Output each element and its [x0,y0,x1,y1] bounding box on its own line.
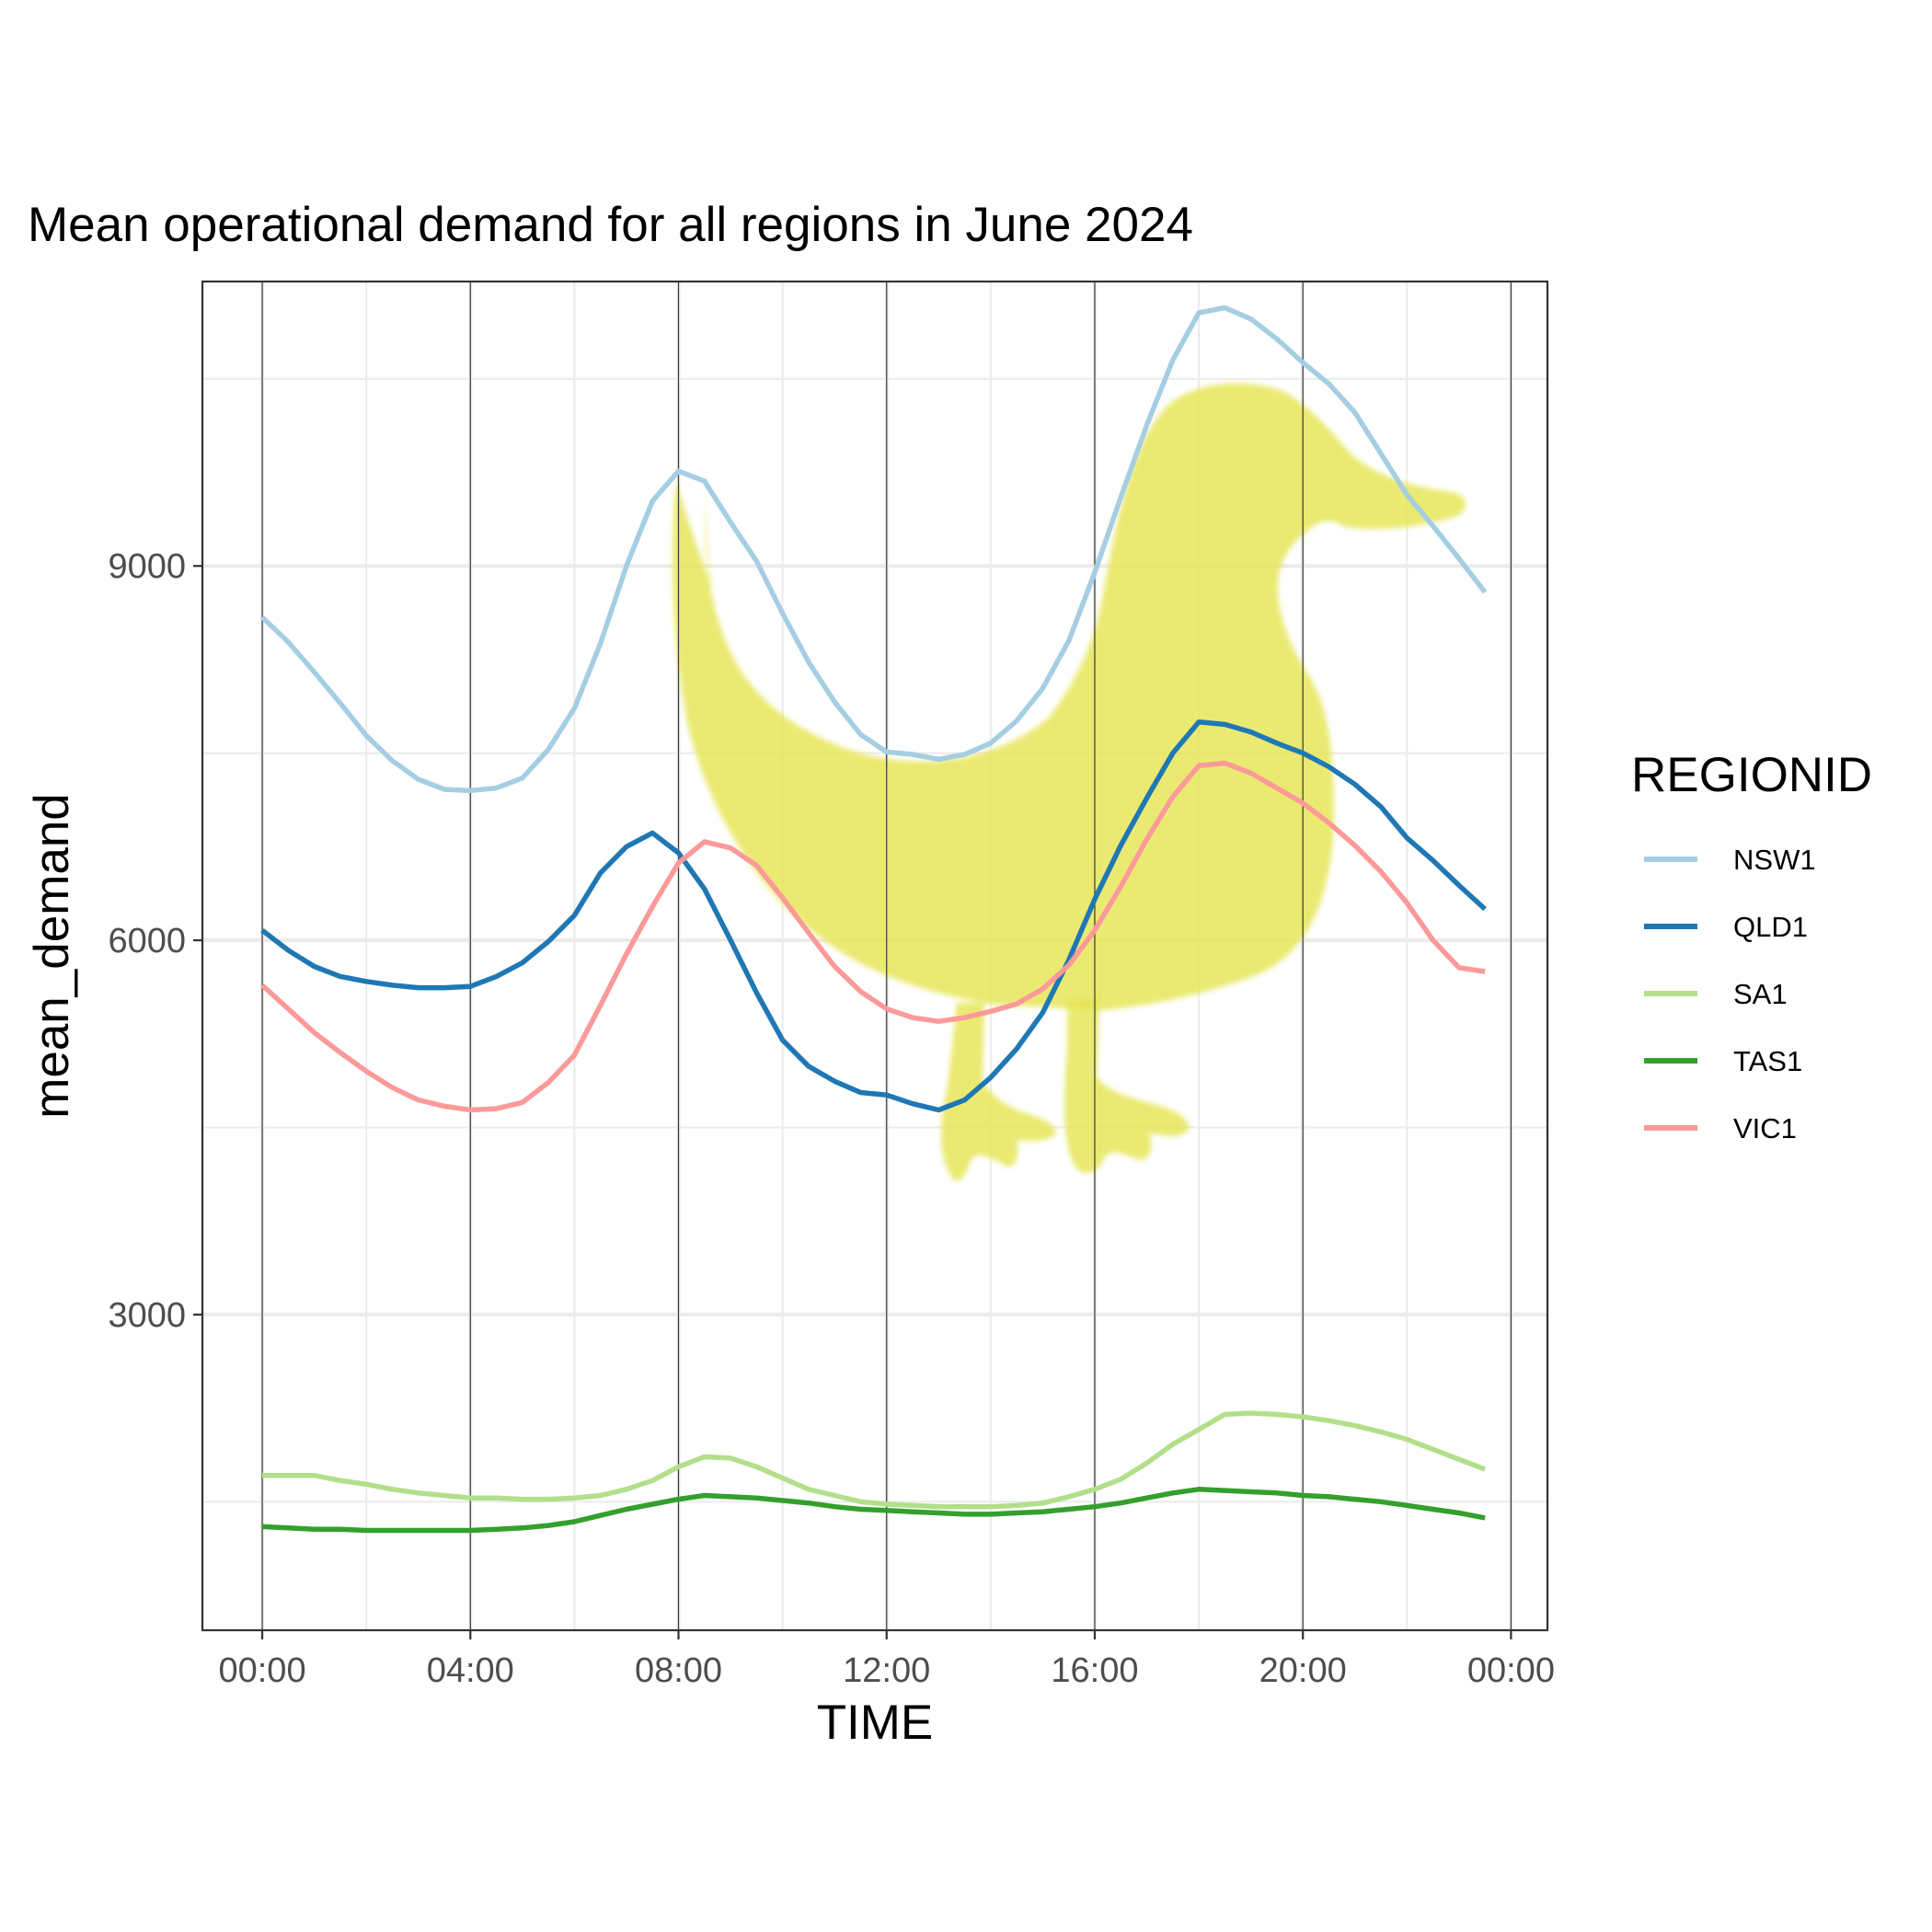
vertical-reference-lines [261,282,1512,1630]
legend: REGIONID NSW1 QLD1 SA1 TAS1 VIC1 [1631,748,1872,1144]
series-line-tas1 [261,1487,1486,1534]
y-axis-title: mean_demand [25,793,79,1119]
series-line-sa1 [262,1410,1487,1510]
x-tick-label: 00:00 [1467,1651,1555,1690]
series-line-qld1 [260,719,1487,1113]
chart-title: Mean operational demand for all regions … [28,198,1193,252]
legend-title: REGIONID [1631,748,1872,802]
x-tick-label: 12:00 [843,1651,930,1690]
y-tick-label: 3000 [108,1296,186,1335]
duck-silhouette [673,383,1466,1181]
y-tick-label: 6000 [108,922,186,960]
x-tick-label: 04:00 [427,1651,514,1690]
legend-label-tas1: TAS1 [1733,1045,1802,1077]
series-line-vic1 [260,760,1486,1113]
legend-label-sa1: SA1 [1733,978,1788,1010]
series-lines [260,305,1488,1534]
x-tick-label: 16:00 [1051,1651,1138,1690]
x-tick-label: 20:00 [1259,1651,1347,1690]
series-line-nsw1 [260,305,1488,794]
legend-label-vic1: VIC1 [1733,1112,1797,1144]
y-axis: 3000 6000 9000 [108,547,202,1335]
plot-panel [201,280,1549,1632]
y-tick-label: 9000 [108,547,186,586]
x-tick-label: 00:00 [218,1651,305,1690]
x-axis: 00:00 04:00 08:00 12:00 16:00 20:00 00:00 [218,1630,1555,1690]
legend-label-qld1: QLD1 [1733,911,1808,943]
x-tick-label: 08:00 [635,1651,722,1690]
legend-label-nsw1: NSW1 [1733,844,1816,876]
x-axis-title: TIME [817,1696,934,1750]
